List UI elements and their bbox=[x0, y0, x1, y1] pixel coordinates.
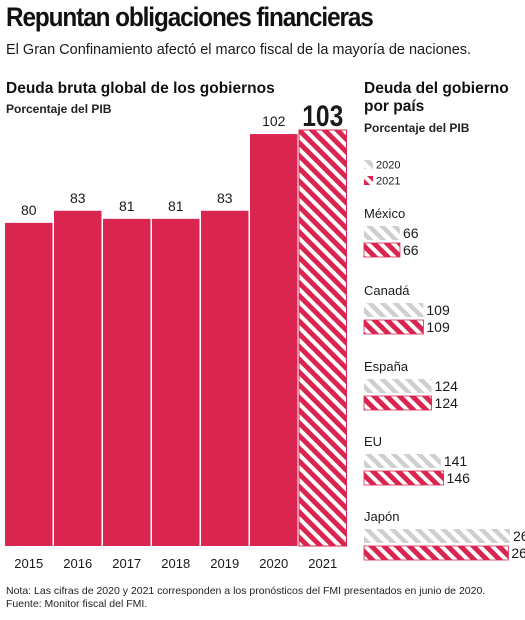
x-tick-2020: 2020 bbox=[259, 556, 288, 571]
value-label-Canadá-2021: 109 bbox=[426, 319, 450, 335]
bar-2019 bbox=[201, 210, 249, 546]
bar-2016 bbox=[54, 210, 102, 546]
value-label-España-2020: 124 bbox=[435, 378, 459, 394]
country-label-3: EU bbox=[364, 434, 382, 449]
bar-España-2021 bbox=[363, 395, 432, 411]
value-label-Japón-2021: 265 bbox=[511, 545, 525, 561]
legend-swatch-2020 bbox=[364, 160, 373, 169]
bar-2020 bbox=[250, 134, 298, 547]
bar-EU-2021 bbox=[363, 470, 444, 486]
x-tick-2021: 2021 bbox=[308, 556, 337, 571]
country-label-0: México bbox=[364, 206, 405, 221]
footnote: Nota: Las cifras de 2020 y 2021 correspo… bbox=[6, 585, 486, 597]
value-label-México-2020: 66 bbox=[403, 225, 419, 241]
value-label-2018: 81 bbox=[168, 198, 184, 214]
bar-2018 bbox=[152, 218, 200, 546]
value-label-2020: 102 bbox=[262, 113, 286, 129]
bar-Canadá-2021 bbox=[363, 319, 424, 335]
page-subtitle: El Gran Confinamiento afectó el marco fi… bbox=[6, 42, 472, 58]
x-tick-2019: 2019 bbox=[210, 556, 239, 571]
page-title: Repuntan obligaciones financieras bbox=[6, 2, 374, 32]
bar-México-2021 bbox=[363, 242, 401, 258]
value-label-EU-2021: 146 bbox=[447, 470, 471, 486]
value-label-México-2021: 66 bbox=[403, 242, 419, 258]
value-label-2015: 80 bbox=[21, 202, 37, 218]
legend-label-2021: 2021 bbox=[376, 176, 400, 188]
left-chart-title: Deuda bruta global de los gobiernos bbox=[6, 80, 275, 97]
bar-EU-2020 bbox=[364, 454, 441, 468]
value-label-2016: 83 bbox=[70, 190, 86, 206]
value-label-España-2021: 124 bbox=[435, 395, 459, 411]
legend-label-2020: 2020 bbox=[376, 160, 400, 172]
left-chart-subtitle: Porcentaje del PIB bbox=[6, 102, 112, 116]
bar-2017 bbox=[103, 218, 151, 546]
country-label-1: Canadá bbox=[364, 283, 410, 298]
value-label-Canadá-2020: 109 bbox=[426, 302, 450, 318]
bar-2021 bbox=[298, 129, 347, 547]
x-tick-2017: 2017 bbox=[112, 556, 141, 571]
value-label-2021: 103 bbox=[302, 99, 343, 133]
left-bar-chart: 80 2015 83 2016 81 2017 81 2018 83 2019 102 2020 103… bbox=[5, 99, 347, 571]
right-chart-subtitle: Porcentaje del PIB bbox=[364, 121, 470, 135]
bar-Canadá-2020 bbox=[364, 303, 424, 317]
x-tick-2016: 2016 bbox=[63, 556, 92, 571]
value-label-2019: 83 bbox=[217, 190, 233, 206]
right-chart-title-line2: por país bbox=[364, 98, 425, 115]
legend: 2020 2021 bbox=[364, 160, 400, 188]
bar-2015 bbox=[5, 222, 53, 547]
legend-swatch-2021 bbox=[364, 176, 373, 185]
x-tick-2018: 2018 bbox=[161, 556, 190, 571]
bar-Japón-2021 bbox=[363, 545, 509, 561]
source-note: Fuente: Monitor fiscal del FMI. bbox=[6, 598, 148, 610]
bar-Japón-2020 bbox=[364, 529, 510, 543]
value-label-2017: 81 bbox=[119, 198, 135, 214]
value-label-EU-2020: 141 bbox=[444, 453, 468, 469]
country-label-4: Japón bbox=[364, 509, 399, 524]
right-chart-title-line1: Deuda del gobierno bbox=[364, 80, 509, 97]
bar-España-2020 bbox=[364, 379, 432, 393]
value-label-Japón-2020: 268 bbox=[513, 528, 525, 544]
x-tick-2015: 2015 bbox=[14, 556, 43, 571]
country-label-2: España bbox=[364, 359, 409, 374]
bar-México-2020 bbox=[364, 226, 400, 240]
